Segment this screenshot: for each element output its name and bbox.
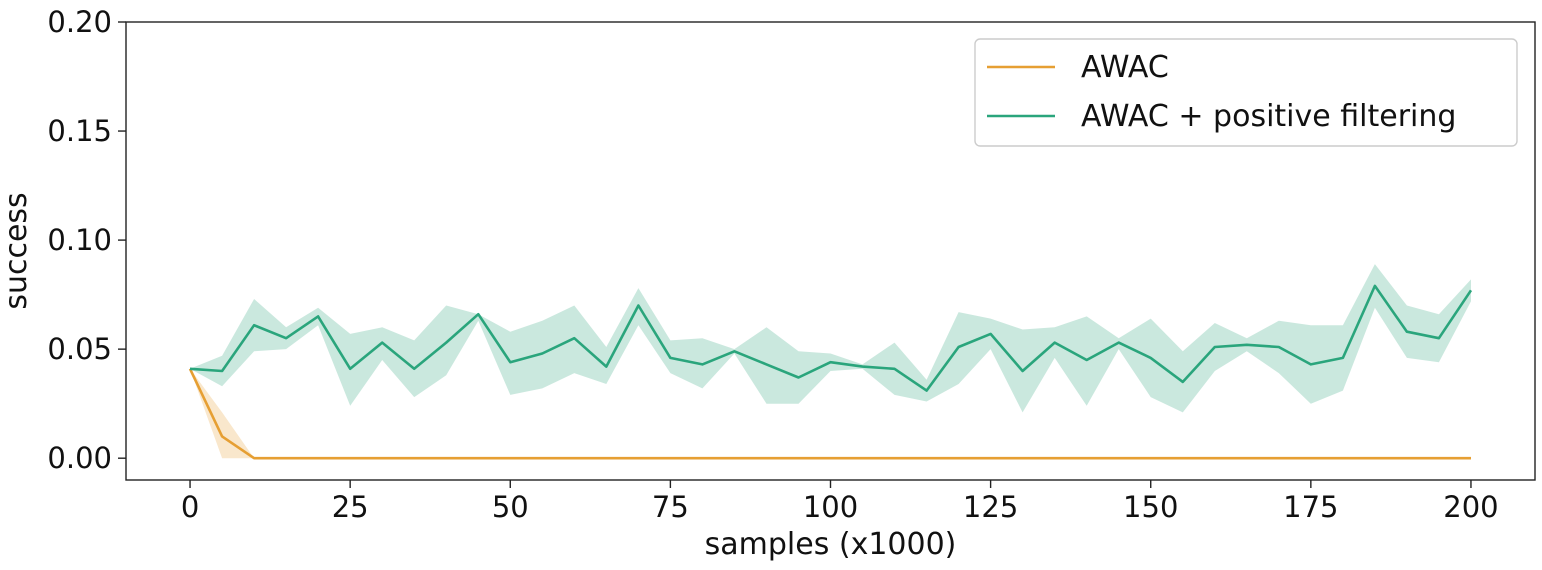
x-tick-label: 75 (652, 490, 689, 524)
confidence-band-1 (190, 264, 1471, 413)
legend-label-0: AWAC (1081, 50, 1169, 85)
x-axis: 0 25 50 75 100 125 150 175 200 (181, 480, 1499, 524)
series-line-0 (188, 368, 1471, 460)
legend: AWAC AWAC + positive filtering (974, 38, 1518, 147)
x-tick-label: 25 (332, 490, 369, 524)
y-tick-label: 0.05 (47, 332, 112, 366)
x-tick-label: 200 (1443, 490, 1498, 524)
y-axis-label: success (0, 192, 34, 309)
confidence-band-0 (190, 368, 1471, 459)
y-axis: 0.00 0.05 0.10 0.15 0.20 (47, 5, 126, 475)
confidence-bands (190, 264, 1471, 459)
x-tick-label: 0 (181, 490, 199, 524)
x-tick-label: 100 (803, 490, 858, 524)
x-tick-label: 150 (1123, 490, 1178, 524)
y-tick-label: 0.10 (47, 223, 112, 257)
y-tick-label: 0.20 (47, 5, 112, 39)
y-tick-label: 0.15 (47, 114, 112, 148)
x-axis-label: samples (x1000) (705, 527, 957, 562)
x-tick-label: 175 (1283, 490, 1338, 524)
y-tick-label: 0.00 (47, 441, 112, 475)
x-tick-label: 125 (963, 490, 1018, 524)
series-line-1 (189, 284, 1473, 392)
legend-box (974, 38, 1518, 147)
legend-label-1: AWAC + positive filtering (1081, 99, 1456, 134)
series-lines (188, 284, 1473, 460)
x-tick-label: 50 (492, 490, 529, 524)
